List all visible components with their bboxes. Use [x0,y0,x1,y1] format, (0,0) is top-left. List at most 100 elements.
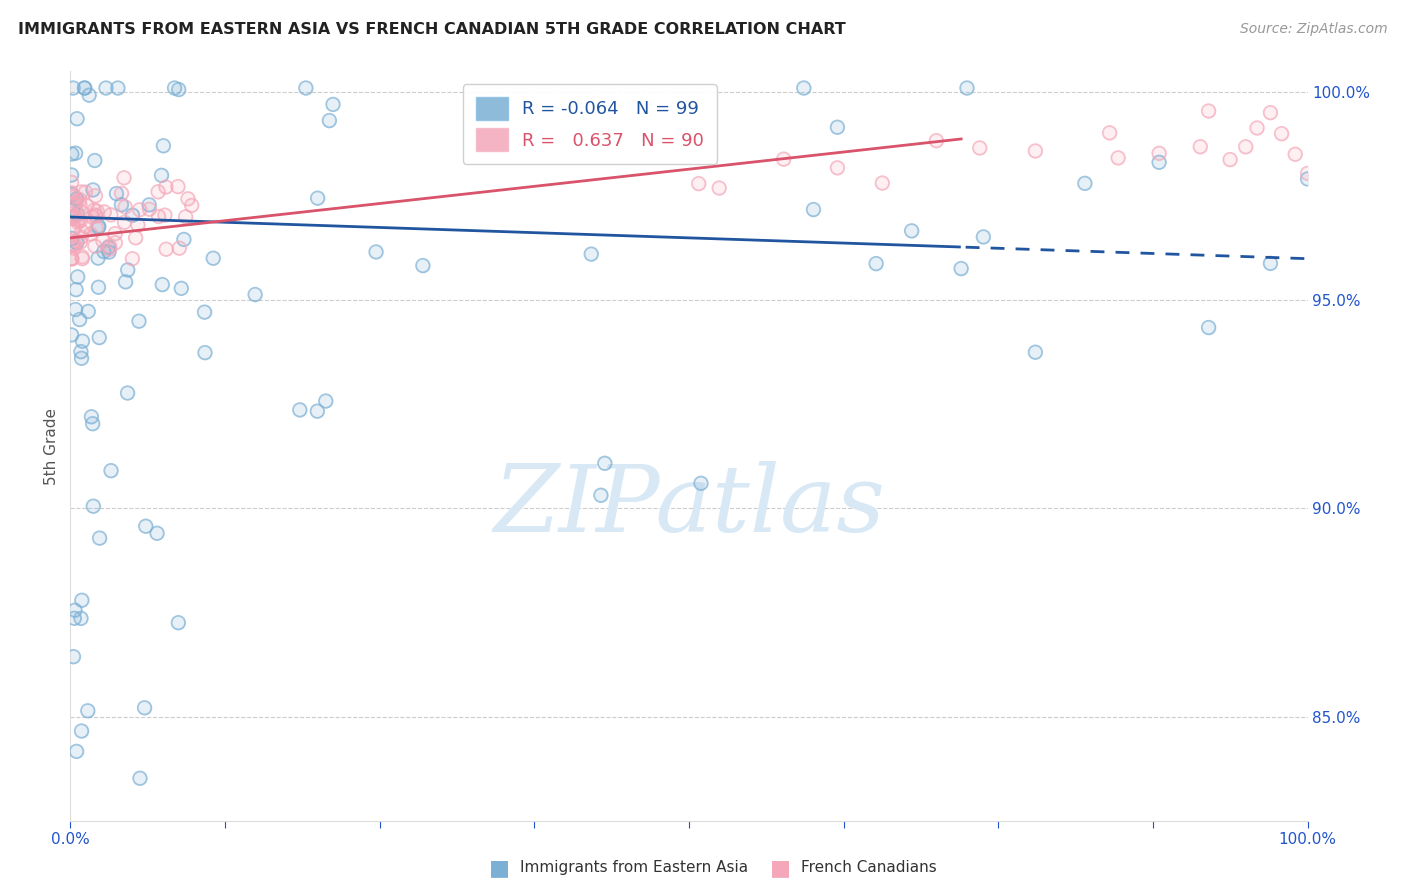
Point [690,476,713,491]
Point [972,230,994,244]
Point [84,188,107,202]
Point [60,327,83,342]
Point [66,269,89,284]
Point [76,199,98,213]
Point [70,344,93,359]
Point [72,206,94,220]
Point [60,211,83,226]
Point [174,210,197,224]
Point [66,235,89,249]
Point [150,169,173,183]
Point [83,203,105,218]
Point [690,476,713,491]
Point [84,208,107,222]
Point [65,198,87,212]
Point [91,234,114,248]
Point [70,611,93,625]
Point [65,235,87,250]
Point [105,186,128,201]
Point [295,81,318,95]
Point [1098,126,1121,140]
Point [83,203,105,218]
Point [793,81,815,95]
Point [155,242,177,256]
Point [104,227,127,241]
Point [288,403,311,417]
Point [73,81,96,95]
Point [60,196,83,211]
Point [155,180,177,194]
Point [148,210,170,224]
Point [1147,155,1170,169]
Point [107,81,129,95]
Point [827,161,849,175]
Point [110,197,132,211]
Point [65,235,87,250]
Point [97,245,120,260]
Text: IMMIGRANTS FROM EASTERN ASIA VS FRENCH CANADIAN 5TH GRADE CORRELATION CHART: IMMIGRANTS FROM EASTERN ASIA VS FRENCH C… [18,22,846,37]
Point [114,215,136,229]
Point [167,179,190,194]
Text: ■: ■ [770,858,790,878]
Point [65,283,87,297]
Point [202,251,225,265]
Point [193,305,215,319]
Point [60,327,83,342]
Point [70,230,93,244]
Point [900,224,922,238]
Point [84,209,107,223]
Point [87,220,110,235]
Point [148,210,170,224]
Point [77,88,100,103]
Point [1246,120,1268,135]
Point [1074,177,1097,191]
Point [146,526,169,541]
Point [163,81,186,95]
Point [709,181,731,195]
Point [1198,320,1220,334]
Point [170,281,193,295]
Point [70,185,93,199]
Point [70,225,93,239]
Point [66,207,89,221]
Point [114,200,136,214]
Point [138,202,160,217]
Point [69,235,91,249]
Point [114,215,136,229]
Point [93,244,115,259]
Point [60,176,83,190]
Point [127,218,149,232]
Point [60,186,83,200]
Point [163,81,186,95]
Point [117,386,139,401]
Point [62,211,84,226]
Point [76,704,98,718]
Point [65,194,87,209]
Text: French Canadians: French Canadians [801,861,938,875]
Point [60,252,83,266]
Point [1107,151,1129,165]
Point [63,221,86,235]
Point [688,177,710,191]
Point [76,199,98,213]
Point [75,185,97,199]
Point [98,239,121,253]
Point [169,241,191,255]
Point [121,208,143,222]
Point [63,241,86,255]
Point [589,488,612,502]
Point [900,224,922,238]
Point [307,191,329,205]
Point [950,261,973,276]
Point [315,394,337,409]
Point [124,231,146,245]
Point [70,225,93,239]
Point [1271,127,1294,141]
Point [70,230,93,244]
Point [100,464,122,478]
Point [97,245,120,260]
Point [87,220,110,235]
Point [72,206,94,220]
Point [128,202,150,217]
Point [1189,139,1212,153]
